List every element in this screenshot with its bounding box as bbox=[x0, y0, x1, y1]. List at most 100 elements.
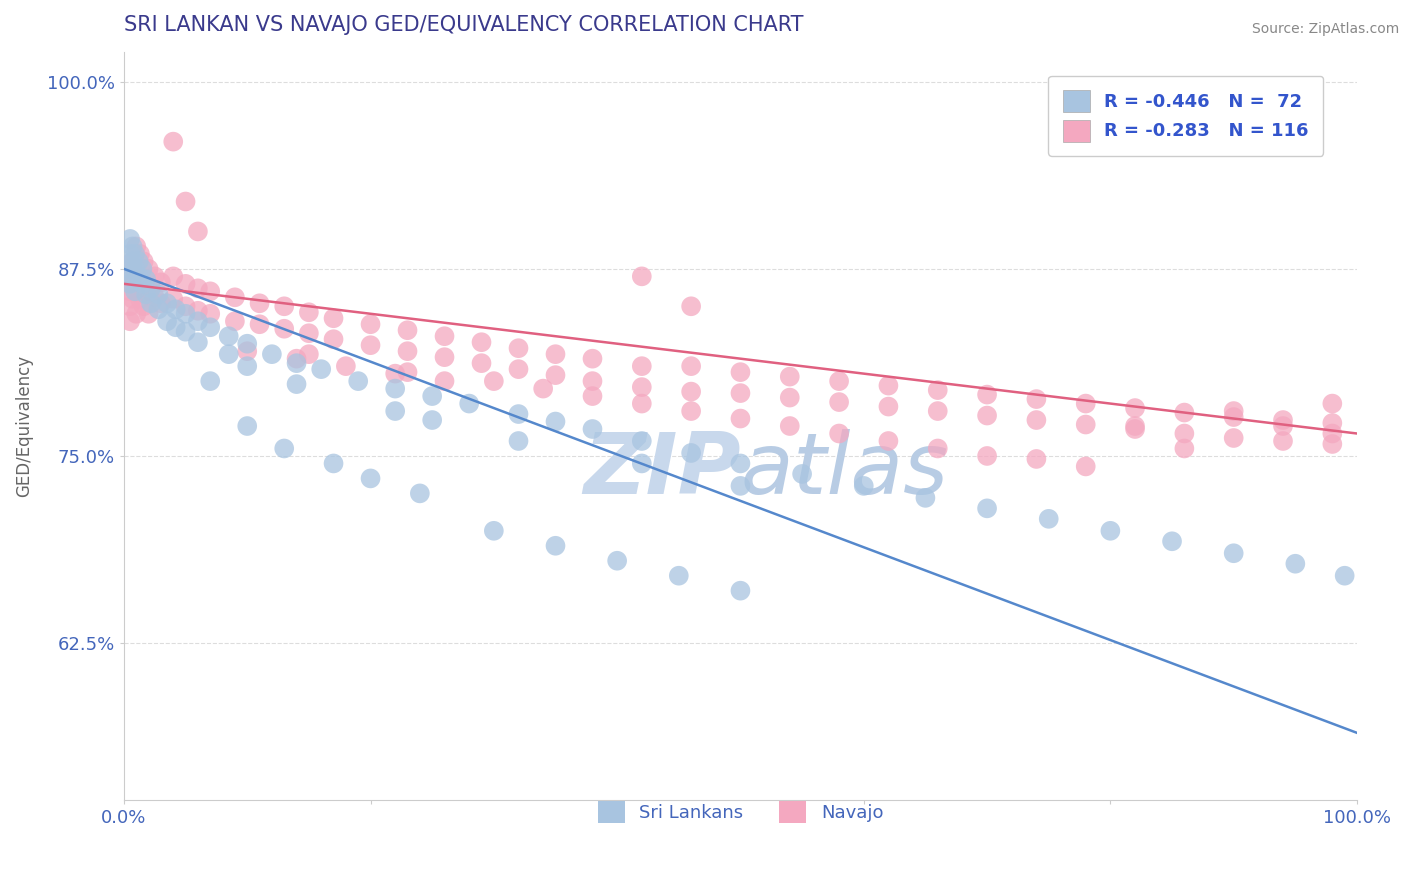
Point bbox=[298, 305, 321, 319]
Point bbox=[396, 344, 419, 359]
Point bbox=[790, 467, 813, 481]
Point bbox=[1123, 422, 1146, 436]
Point bbox=[668, 568, 690, 582]
Point bbox=[544, 347, 567, 361]
Point bbox=[273, 442, 295, 456]
Point bbox=[236, 336, 259, 351]
Point bbox=[1038, 512, 1060, 526]
Point bbox=[927, 442, 949, 456]
Point bbox=[1025, 392, 1047, 406]
Point bbox=[606, 554, 628, 568]
Point bbox=[129, 292, 152, 306]
Point bbox=[630, 457, 652, 471]
Point bbox=[131, 277, 153, 291]
Point bbox=[121, 277, 143, 291]
Point bbox=[1074, 417, 1097, 432]
Point bbox=[681, 359, 703, 373]
Point bbox=[273, 299, 295, 313]
Point bbox=[121, 254, 143, 268]
Point bbox=[187, 314, 209, 328]
Point bbox=[1025, 413, 1047, 427]
Point bbox=[630, 359, 652, 373]
Text: ZIP: ZIP bbox=[583, 429, 741, 512]
Point bbox=[138, 307, 160, 321]
Point bbox=[531, 382, 554, 396]
Point bbox=[132, 299, 155, 313]
Point bbox=[458, 396, 481, 410]
Point bbox=[877, 378, 900, 392]
Point bbox=[681, 299, 703, 313]
Point bbox=[828, 374, 851, 388]
Point bbox=[322, 457, 344, 471]
Point bbox=[187, 224, 209, 238]
Point bbox=[1322, 437, 1344, 451]
Point bbox=[125, 307, 148, 321]
Point bbox=[135, 272, 157, 286]
Point bbox=[132, 254, 155, 268]
Point bbox=[200, 320, 222, 334]
Point bbox=[125, 261, 148, 276]
Point bbox=[420, 389, 443, 403]
Point bbox=[581, 389, 603, 403]
Point bbox=[877, 434, 900, 448]
Point bbox=[120, 285, 142, 299]
Point bbox=[236, 344, 259, 359]
Point bbox=[544, 368, 567, 383]
Point bbox=[630, 269, 652, 284]
Point bbox=[139, 296, 162, 310]
Point bbox=[236, 359, 259, 373]
Point bbox=[120, 299, 142, 313]
Point bbox=[1173, 442, 1195, 456]
Point bbox=[1272, 419, 1295, 434]
Point bbox=[138, 285, 160, 299]
Point bbox=[681, 446, 703, 460]
Y-axis label: GED/Equivalency: GED/Equivalency bbox=[15, 355, 32, 497]
Point bbox=[132, 277, 155, 291]
Point bbox=[1173, 406, 1195, 420]
Point bbox=[298, 326, 321, 341]
Point bbox=[165, 320, 187, 334]
Point bbox=[124, 261, 146, 276]
Point bbox=[121, 254, 143, 268]
Point bbox=[1272, 413, 1295, 427]
Point bbox=[581, 374, 603, 388]
Point bbox=[828, 426, 851, 441]
Point bbox=[236, 419, 259, 434]
Point bbox=[1074, 396, 1097, 410]
Point bbox=[730, 583, 752, 598]
Point bbox=[285, 377, 308, 392]
Point bbox=[1074, 459, 1097, 474]
Point bbox=[174, 325, 197, 339]
Point bbox=[260, 347, 283, 361]
Point bbox=[187, 303, 209, 318]
Point bbox=[273, 322, 295, 336]
Point bbox=[396, 323, 419, 337]
Point bbox=[125, 239, 148, 253]
Point bbox=[149, 296, 172, 310]
Point bbox=[852, 479, 875, 493]
Point bbox=[470, 335, 492, 350]
Point bbox=[224, 314, 246, 328]
Point bbox=[285, 356, 308, 370]
Point bbox=[285, 351, 308, 366]
Point bbox=[121, 239, 143, 253]
Point bbox=[121, 292, 143, 306]
Point bbox=[1173, 426, 1195, 441]
Point bbox=[482, 374, 505, 388]
Point bbox=[360, 338, 382, 352]
Point bbox=[681, 404, 703, 418]
Point bbox=[581, 422, 603, 436]
Point bbox=[124, 285, 146, 299]
Point bbox=[1123, 419, 1146, 434]
Point bbox=[581, 351, 603, 366]
Text: atlas: atlas bbox=[741, 429, 949, 512]
Point bbox=[681, 384, 703, 399]
Point bbox=[174, 299, 197, 313]
Point bbox=[143, 269, 166, 284]
Point bbox=[200, 285, 222, 299]
Point bbox=[779, 369, 801, 384]
Point bbox=[976, 387, 998, 401]
Point bbox=[1322, 416, 1344, 430]
Point bbox=[508, 434, 530, 448]
Point bbox=[1099, 524, 1122, 538]
